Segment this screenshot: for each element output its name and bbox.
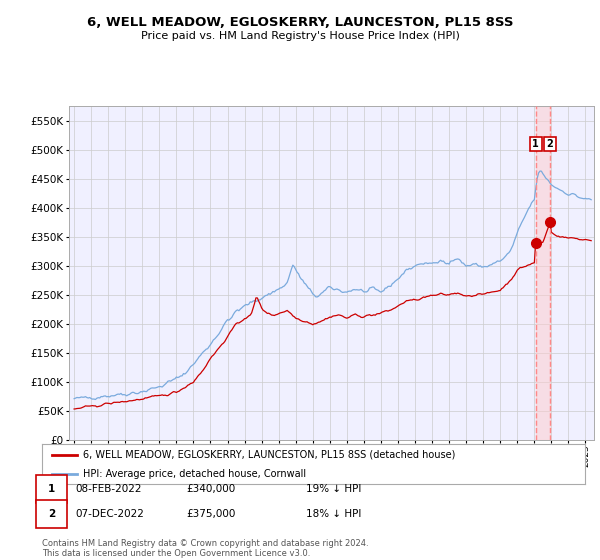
Text: 2: 2 bbox=[48, 509, 55, 519]
Text: 07-DEC-2022: 07-DEC-2022 bbox=[75, 509, 144, 519]
Text: 18% ↓ HPI: 18% ↓ HPI bbox=[306, 509, 361, 519]
Text: Price paid vs. HM Land Registry's House Price Index (HPI): Price paid vs. HM Land Registry's House … bbox=[140, 31, 460, 41]
Text: 1: 1 bbox=[48, 484, 55, 494]
Text: £375,000: £375,000 bbox=[186, 509, 235, 519]
Text: 08-FEB-2022: 08-FEB-2022 bbox=[75, 484, 142, 494]
Text: Contains HM Land Registry data © Crown copyright and database right 2024.
This d: Contains HM Land Registry data © Crown c… bbox=[42, 539, 368, 558]
Text: 19% ↓ HPI: 19% ↓ HPI bbox=[306, 484, 361, 494]
Text: 6, WELL MEADOW, EGLOSKERRY, LAUNCESTON, PL15 8SS: 6, WELL MEADOW, EGLOSKERRY, LAUNCESTON, … bbox=[87, 16, 513, 29]
Bar bbox=[536, 106, 550, 440]
Text: HPI: Average price, detached house, Cornwall: HPI: Average price, detached house, Corn… bbox=[83, 469, 306, 478]
Text: 2: 2 bbox=[547, 139, 553, 149]
Text: £340,000: £340,000 bbox=[186, 484, 235, 494]
Text: 1: 1 bbox=[532, 139, 539, 149]
Text: 6, WELL MEADOW, EGLOSKERRY, LAUNCESTON, PL15 8SS (detached house): 6, WELL MEADOW, EGLOSKERRY, LAUNCESTON, … bbox=[83, 450, 455, 460]
